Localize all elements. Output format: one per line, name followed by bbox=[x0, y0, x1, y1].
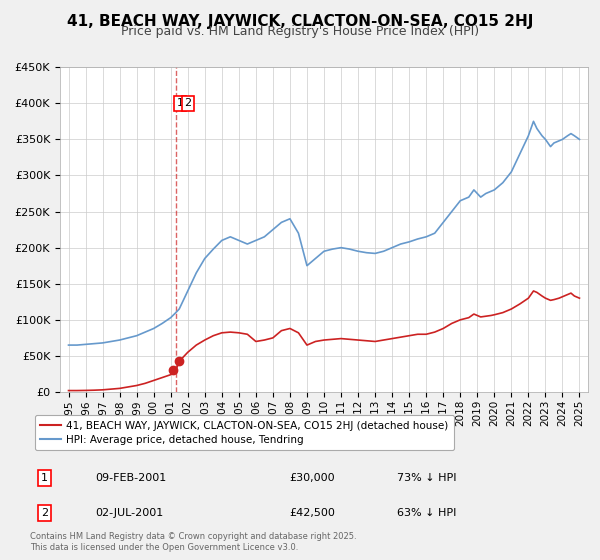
Text: 73% ↓ HPI: 73% ↓ HPI bbox=[397, 473, 457, 483]
Legend: 41, BEACH WAY, JAYWICK, CLACTON-ON-SEA, CO15 2HJ (detached house), HPI: Average : 41, BEACH WAY, JAYWICK, CLACTON-ON-SEA, … bbox=[35, 416, 454, 450]
Text: 1: 1 bbox=[176, 99, 184, 108]
Text: £30,000: £30,000 bbox=[289, 473, 335, 483]
Text: Price paid vs. HM Land Registry's House Price Index (HPI): Price paid vs. HM Land Registry's House … bbox=[121, 25, 479, 38]
Text: 63% ↓ HPI: 63% ↓ HPI bbox=[397, 508, 457, 518]
Text: 2: 2 bbox=[41, 508, 48, 518]
Text: £42,500: £42,500 bbox=[289, 508, 335, 518]
Text: 02-JUL-2001: 02-JUL-2001 bbox=[95, 508, 163, 518]
Text: 2: 2 bbox=[184, 99, 191, 108]
Text: Contains HM Land Registry data © Crown copyright and database right 2025.
This d: Contains HM Land Registry data © Crown c… bbox=[30, 532, 356, 552]
Text: 09-FEB-2001: 09-FEB-2001 bbox=[95, 473, 166, 483]
Text: 41, BEACH WAY, JAYWICK, CLACTON-ON-SEA, CO15 2HJ: 41, BEACH WAY, JAYWICK, CLACTON-ON-SEA, … bbox=[67, 14, 533, 29]
Text: 1: 1 bbox=[41, 473, 48, 483]
